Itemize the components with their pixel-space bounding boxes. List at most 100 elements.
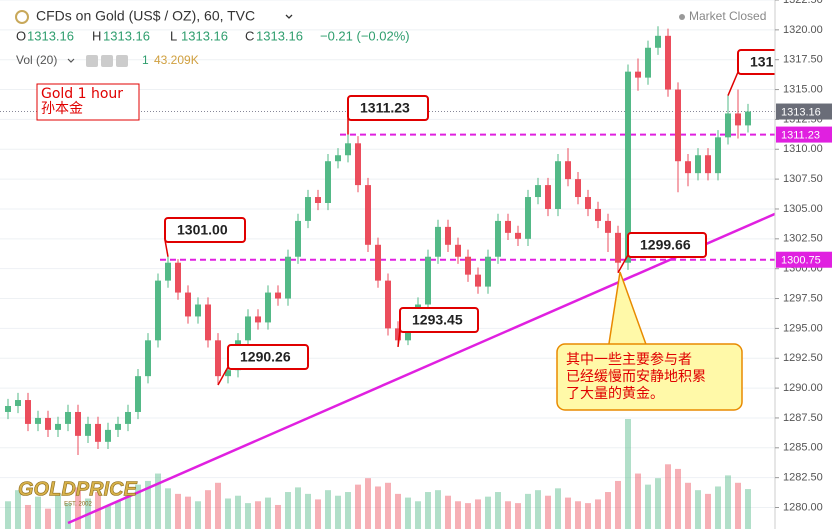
price-tag-label: 1311.23 bbox=[781, 129, 820, 141]
volume-bar bbox=[335, 495, 341, 529]
y-tick-label: 1320.00 bbox=[783, 24, 823, 36]
candle-body bbox=[515, 232, 521, 239]
candle-body bbox=[705, 155, 711, 174]
volume-bar bbox=[615, 480, 621, 529]
candle-body bbox=[175, 262, 181, 293]
volume-bar bbox=[115, 501, 121, 529]
volume-bar bbox=[155, 473, 161, 529]
volume-count: 1 bbox=[142, 53, 149, 67]
candle-body bbox=[575, 179, 581, 198]
ohlc-value: 1313.16 bbox=[181, 28, 228, 43]
y-tick-label: 1297.50 bbox=[783, 292, 823, 304]
candle-body bbox=[555, 161, 561, 209]
y-tick-label: 1307.50 bbox=[783, 173, 823, 185]
callout-pointer bbox=[617, 254, 629, 274]
ohlc-value: 1313.16 bbox=[256, 28, 303, 43]
ohlc-letter: O bbox=[16, 28, 26, 43]
candle-body bbox=[365, 185, 371, 245]
price-tag bbox=[776, 251, 832, 268]
candle-body bbox=[25, 400, 31, 424]
ohlc-value: 1313.16 bbox=[103, 28, 150, 43]
volume-bar bbox=[5, 501, 11, 529]
candle-body bbox=[605, 220, 611, 233]
ohlc-value: 1313.16 bbox=[27, 28, 74, 43]
volume-bar bbox=[655, 478, 661, 529]
candle-body bbox=[425, 256, 431, 305]
volume-bar bbox=[355, 484, 361, 529]
candle-body bbox=[695, 155, 701, 174]
volume-bar bbox=[255, 501, 261, 529]
candle-body bbox=[275, 292, 281, 299]
ohlc-letter: L bbox=[170, 28, 177, 43]
candle-body bbox=[85, 423, 91, 436]
volume-bar bbox=[405, 497, 411, 529]
price-tag-label: 1313.16 bbox=[781, 106, 821, 118]
candle-body bbox=[455, 244, 461, 257]
candle-body bbox=[95, 423, 101, 442]
volume-bar bbox=[225, 498, 231, 529]
volume-bar bbox=[265, 497, 271, 529]
volume-bar bbox=[385, 482, 391, 529]
candle-body bbox=[135, 376, 141, 412]
volume-bar bbox=[515, 503, 521, 529]
volume-bar bbox=[325, 490, 331, 529]
candle-body bbox=[595, 208, 601, 221]
title-caret bbox=[285, 14, 293, 19]
candle-body bbox=[735, 113, 741, 126]
volume-bar bbox=[25, 504, 31, 529]
candle-body bbox=[685, 161, 691, 174]
candle-body bbox=[495, 220, 501, 257]
callout-box bbox=[627, 232, 707, 258]
callout-box bbox=[347, 95, 429, 121]
logo-text: GOLDPRICE bbox=[18, 478, 138, 500]
candle-body bbox=[215, 340, 221, 377]
callout-label: 1301.00 bbox=[177, 222, 228, 238]
chart-label: 孙本金 bbox=[41, 101, 83, 117]
volume-icon bbox=[86, 55, 98, 67]
volume-bar bbox=[245, 503, 251, 529]
y-tick-label: 1290.00 bbox=[783, 382, 823, 394]
status-dot bbox=[679, 14, 685, 20]
label-box bbox=[36, 83, 140, 121]
candle-body bbox=[145, 340, 151, 377]
candle-body bbox=[625, 71, 631, 263]
candle-body bbox=[725, 113, 731, 138]
candle-body bbox=[265, 292, 271, 323]
y-tick-label: 1302.50 bbox=[783, 233, 823, 245]
volume-bar bbox=[65, 503, 71, 529]
volume-bar bbox=[625, 419, 631, 529]
volume-bar bbox=[725, 475, 731, 529]
volume-bar bbox=[535, 490, 541, 529]
volume-bar bbox=[435, 490, 441, 529]
candle-body bbox=[635, 71, 641, 78]
candle-body bbox=[105, 429, 111, 442]
volume-bar bbox=[555, 488, 561, 529]
volume-bar bbox=[415, 501, 421, 529]
callout-pointer bbox=[217, 366, 229, 386]
callout-pointer bbox=[397, 329, 401, 347]
callout-label: 131 bbox=[750, 54, 774, 70]
volume-bar bbox=[345, 492, 351, 529]
candle-body bbox=[355, 143, 361, 186]
candle-body bbox=[615, 232, 621, 263]
candle-body bbox=[55, 423, 61, 430]
volume-bar bbox=[685, 482, 691, 529]
change-value: −0.21 (−0.02%) bbox=[320, 28, 410, 43]
callout-box bbox=[227, 344, 309, 370]
y-tick-label: 1305.00 bbox=[783, 203, 823, 215]
volume-bar bbox=[215, 482, 221, 529]
candle-body bbox=[485, 256, 491, 287]
volume-bar bbox=[585, 503, 591, 529]
volume-bar bbox=[735, 482, 741, 529]
candle-body bbox=[15, 400, 21, 407]
volume-bar bbox=[125, 495, 131, 529]
volume-bar bbox=[675, 468, 681, 529]
volume-bar bbox=[165, 488, 171, 529]
volume-bar bbox=[505, 501, 511, 529]
symbol-icon bbox=[15, 10, 29, 24]
volume-bar bbox=[525, 493, 531, 529]
candle-body bbox=[395, 328, 401, 341]
candle-body bbox=[345, 143, 351, 156]
volume-bar bbox=[565, 497, 571, 529]
